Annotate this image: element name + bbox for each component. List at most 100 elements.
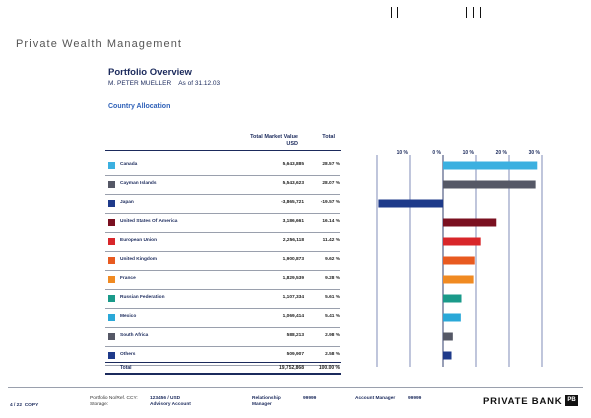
tick-label: 10 % xyxy=(397,150,409,156)
registration-mark xyxy=(473,7,474,18)
row-rule xyxy=(105,365,340,366)
portfolio-label: Portfolio No/Ref. CCY: xyxy=(90,396,138,401)
table-row: Russian Federation 1,107,334 5.61 % xyxy=(105,290,340,309)
footer-portfolio: Portfolio No/Ref. CCY: Storage: xyxy=(90,396,138,408)
storage-label: Storage: xyxy=(90,402,109,407)
table-row: Japan -3,865,721 -19.57 % xyxy=(105,195,340,214)
tick-label: 20 % xyxy=(496,150,508,156)
row-rule xyxy=(105,232,340,233)
registration-mark xyxy=(397,7,398,18)
footer-portfolio-values: 123456 / USD Advisory Account xyxy=(150,396,191,408)
country-name: United States Of America xyxy=(120,219,178,224)
market-value: 2,256,118 xyxy=(282,238,304,243)
country-name: Others xyxy=(120,352,136,357)
row-rule xyxy=(105,346,340,347)
country-name: France xyxy=(120,276,136,281)
legend-swatch xyxy=(108,333,115,340)
registration-mark xyxy=(466,7,467,18)
allocation-bar-chart: 10 % 0 % 10 % 20 % 30 % xyxy=(376,150,543,367)
row-rule xyxy=(105,327,340,328)
country-name: European Union xyxy=(120,238,158,243)
country-name: South Africa xyxy=(120,333,149,338)
chart-bar xyxy=(443,256,475,265)
footer-am: Account Manager xyxy=(355,396,395,402)
country-name: Cayman Islands xyxy=(120,181,157,186)
row-rule xyxy=(105,251,340,252)
market-value: 1,900,873 xyxy=(282,257,304,262)
table-row: Others 509,907 2.58 % xyxy=(105,347,340,366)
tick-label: 30 % xyxy=(529,150,541,156)
chart-bar xyxy=(443,180,536,189)
percent-value: 16.14 % xyxy=(322,219,340,224)
rm-value: 99999 xyxy=(303,396,317,401)
total-column-header: Total xyxy=(322,134,335,140)
legend-swatch xyxy=(108,181,115,188)
market-value: 3,186,661 xyxy=(282,219,304,224)
total-value: 19,752,868 xyxy=(278,365,304,371)
registration-mark xyxy=(391,7,392,18)
percent-value: 5.41 % xyxy=(325,314,340,319)
brand-logo-icon: PB xyxy=(565,395,578,406)
footer-rule xyxy=(8,387,583,388)
chart-bar xyxy=(443,218,497,227)
am-label: Account Manager xyxy=(355,396,396,401)
legend-swatch xyxy=(108,295,115,302)
report-title: Portfolio Overview xyxy=(108,67,192,78)
percent-value: 28.07 % xyxy=(322,181,340,186)
section-title: Country Allocation xyxy=(108,103,171,110)
country-name: United Kingdom xyxy=(120,257,158,262)
chart-bar xyxy=(378,199,443,208)
row-rule xyxy=(105,175,340,176)
page-number: 4 / 22 xyxy=(10,403,23,408)
percent-value: 9.28 % xyxy=(325,276,340,281)
legend-swatch xyxy=(108,314,115,321)
table-row: Canada 5,643,885 28.57 % xyxy=(105,157,340,176)
country-name: Canada xyxy=(120,162,138,167)
table-row: United States Of America 3,186,661 16.14 % xyxy=(105,214,340,233)
am-value: 99999 xyxy=(408,396,422,401)
market-value: 1,829,539 xyxy=(282,276,304,281)
registration-mark xyxy=(480,7,481,18)
chart-bar xyxy=(443,237,481,246)
storage-value: Advisory Account xyxy=(150,402,191,407)
percent-value: 9.62 % xyxy=(325,257,340,262)
market-value: 588,213 xyxy=(286,333,304,338)
portfolio-value: 123456 / USD xyxy=(150,396,181,401)
legend-swatch xyxy=(108,238,115,245)
market-value: 509,907 xyxy=(286,352,304,357)
header-rule xyxy=(105,150,341,151)
percent-value: -19.57 % xyxy=(320,200,340,205)
market-value: -3,865,721 xyxy=(281,200,304,205)
rm-label: Relationship Manager xyxy=(252,396,281,407)
chart-bar xyxy=(443,313,461,322)
page-title: Private Wealth Management xyxy=(16,38,183,50)
footer-am-value: 99999 xyxy=(408,396,421,402)
copy-label: COPY xyxy=(24,403,39,408)
legend-swatch xyxy=(108,276,115,283)
row-rule xyxy=(105,270,340,271)
percent-value: 2.58 % xyxy=(325,352,340,357)
legend-swatch xyxy=(108,200,115,207)
country-name: Japan xyxy=(120,200,134,205)
footer-rm: Relationship Manager xyxy=(252,396,292,408)
tick-label: 0 % xyxy=(432,150,441,156)
table-row: European Union 2,256,118 11.42 % xyxy=(105,233,340,252)
table-row: Mexico 1,069,414 5.41 % xyxy=(105,309,340,328)
table-row: United Kingdom 1,900,873 9.62 % xyxy=(105,252,340,271)
legend-swatch xyxy=(108,219,115,226)
tick-label: 10 % xyxy=(463,150,475,156)
table-row: Cayman Islands 5,543,623 28.07 % xyxy=(105,176,340,195)
market-value: 1,107,334 xyxy=(282,295,304,300)
footer-page: 4 / 22 COPY xyxy=(10,403,38,409)
country-name: Mexico xyxy=(120,314,137,319)
as-of-date: As of 31.12.03 xyxy=(178,80,221,87)
row-rule xyxy=(105,194,340,195)
brand-name: PRIVATE BANK xyxy=(483,396,563,407)
chart-bar xyxy=(443,294,462,303)
legend-swatch xyxy=(108,162,115,169)
legend-swatch xyxy=(108,257,115,264)
total-rule xyxy=(105,362,341,363)
total-percent: 100.00 % xyxy=(318,365,340,371)
chart-bar xyxy=(443,161,538,170)
footer-rm-value: 99999 xyxy=(303,396,316,402)
